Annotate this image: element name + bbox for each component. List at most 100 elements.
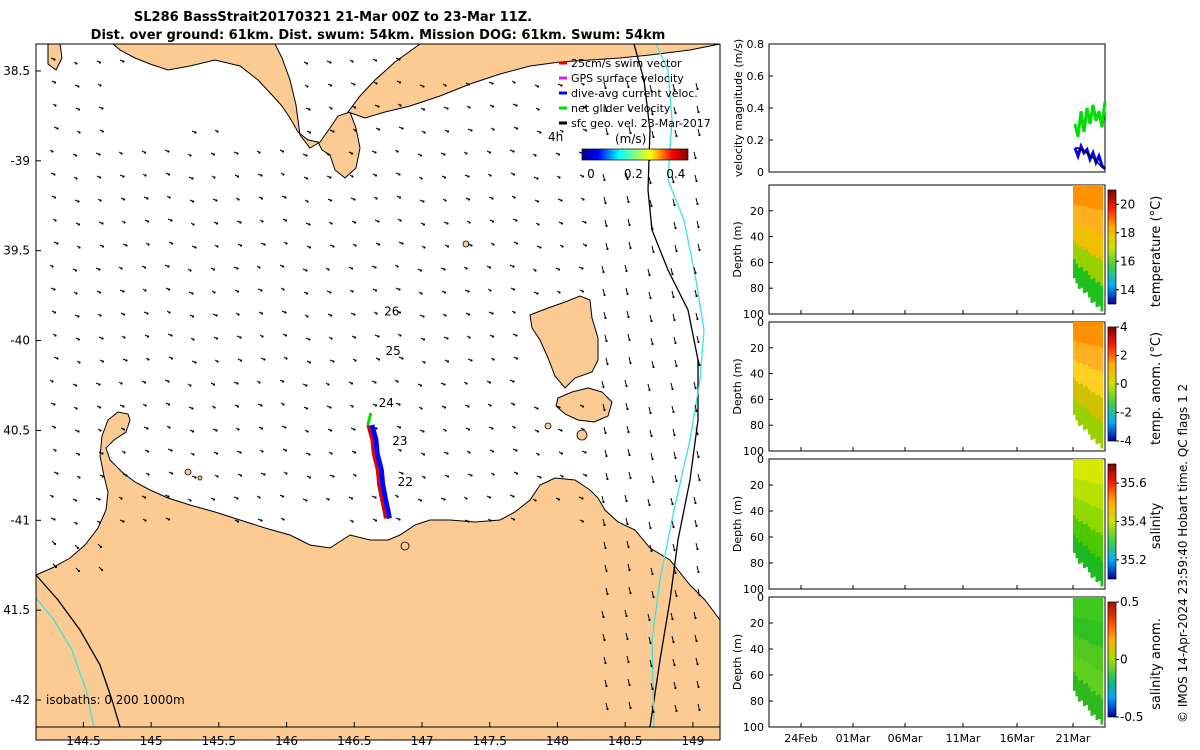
velocity-arrow-head: [77, 338, 81, 341]
heatmap-cell: [1088, 344, 1091, 356]
velocity-arrow-head: [584, 221, 587, 224]
colorbar-tick-label: 0: [1120, 377, 1128, 391]
velocity-arrow-head: [78, 361, 81, 364]
heatmap-cell: [1075, 606, 1079, 618]
velocity-arrow-head: [144, 174, 147, 177]
heatmap-cell: [1085, 343, 1089, 355]
depth-tick-label: 0: [757, 591, 764, 604]
heatmap-cell: [1080, 393, 1084, 405]
x-tick-label: 147: [411, 734, 434, 748]
velocity-y-tick-label: 0.4: [747, 102, 765, 115]
heatmap-cell: [1098, 370, 1101, 383]
heatmap-cell: [1090, 679, 1094, 693]
heatmap-cell: [1078, 607, 1081, 619]
y-tick-label: -42: [10, 693, 30, 707]
velocity-arrow-head: [673, 88, 676, 92]
heatmap-cell: [1093, 426, 1096, 439]
velocity-arrow-head: [627, 545, 630, 549]
velocity-arrow-head: [284, 311, 287, 314]
velocity-arrow-head: [492, 243, 495, 246]
velocity-arrow-head: [651, 457, 654, 461]
heatmap-cell: [1083, 618, 1086, 630]
heatmap-cell: [1088, 333, 1091, 345]
velocity-arrow-head: [308, 131, 312, 134]
heatmap-cell: [1075, 322, 1079, 333]
velocity-arrow-head: [399, 219, 402, 222]
heatmap-cell: [1095, 597, 1099, 610]
heatmap-cell: [1080, 236, 1084, 247]
velocity-arrow-head: [604, 316, 607, 320]
heatmap-cell: [1075, 636, 1079, 647]
velocity-arrow-head: [628, 568, 631, 572]
heatmap-cell: [1093, 529, 1096, 542]
heatmap-cell: [1078, 322, 1081, 333]
velocity-arrow-head: [99, 545, 103, 549]
heatmap-cell: [1078, 226, 1081, 238]
heatmap-cell: [1083, 546, 1086, 558]
heatmap-cell: [1100, 422, 1104, 436]
velocity-arrow-head: [584, 129, 588, 132]
heatmap-cell: [1085, 364, 1089, 376]
velocity-arrow-head: [515, 334, 518, 337]
heatmap-cell: [1085, 332, 1089, 344]
velocity-arrow-head: [492, 358, 495, 361]
velocity-arrow-head: [696, 432, 699, 436]
heatmap-cell: [1095, 532, 1099, 546]
heatmap-cell: [1083, 185, 1086, 197]
velocity-arrow-head: [330, 107, 333, 110]
heatmap-cell: [1090, 553, 1094, 566]
velocity-arrow-head: [353, 106, 357, 109]
velocity-arrow-head: [75, 292, 78, 295]
velocity-arrow-head: [374, 59, 378, 62]
velocity-arrow-head: [539, 476, 542, 479]
velocity-arrow-head: [444, 429, 447, 432]
velocity-arrow-head: [489, 519, 492, 522]
heatmap-cell: [1075, 204, 1079, 215]
velocity-arrow-head: [354, 359, 357, 362]
velocity-arrow-head: [144, 519, 147, 522]
velocity-arrow-head: [261, 335, 264, 338]
velocity-arrow-head: [697, 570, 700, 574]
heatmap-cell: [1073, 359, 1076, 369]
heatmap-cell: [1078, 511, 1081, 522]
heatmap-cell: [1075, 616, 1079, 628]
heatmap-cell: [1093, 368, 1096, 381]
velocity-arrow-head: [56, 472, 59, 475]
velocity-arrow-head: [189, 154, 192, 157]
velocity-arrow-head: [697, 685, 700, 689]
velocity-arrow-head: [398, 81, 402, 84]
heatmap-cell: [1090, 656, 1094, 669]
velocity-arrow-head: [672, 295, 675, 299]
velocity-arrow-head: [698, 363, 701, 367]
heatmap-cell: [1090, 196, 1094, 209]
heatmap-cell: [1095, 282, 1099, 296]
heatmap-cell: [1095, 270, 1099, 283]
velocity-arrow-head: [77, 223, 81, 226]
heatmap-cell: [1078, 638, 1081, 650]
heatmap-cell: [1095, 358, 1099, 372]
depth-tick-label: 80: [750, 557, 764, 570]
depth-tick-label: 80: [750, 419, 764, 432]
heatmap-cell: [1090, 369, 1094, 382]
velocity-arrow-head: [468, 336, 471, 339]
velocity-arrow-head: [534, 499, 537, 502]
colorbar-tick-label: -4: [1120, 434, 1132, 448]
velocity-arrow-head: [515, 219, 518, 222]
heatmap-cell: [1085, 270, 1089, 282]
velocity-arrow-head: [602, 385, 605, 389]
heatmap-cell: [1093, 459, 1096, 472]
heatmap-cell: [1098, 221, 1101, 234]
heatmap-cell: [1090, 470, 1094, 484]
heatmap-cell: [1098, 532, 1101, 545]
profile-colorbar: [1107, 601, 1117, 718]
heatmap-cell: [1075, 243, 1079, 255]
heatmap-cell: [1083, 343, 1086, 355]
heatmap-cell: [1088, 653, 1091, 666]
heatmap-cell: [1093, 517, 1096, 530]
velocity-arrow-head: [584, 474, 588, 477]
velocity-arrow-head: [258, 266, 261, 269]
depth-tick-label: 100: [743, 583, 764, 596]
heatmap-cell: [1083, 629, 1086, 641]
heatmap-cell: [1080, 500, 1084, 511]
depth-axis-label: Depth (m): [731, 358, 744, 414]
